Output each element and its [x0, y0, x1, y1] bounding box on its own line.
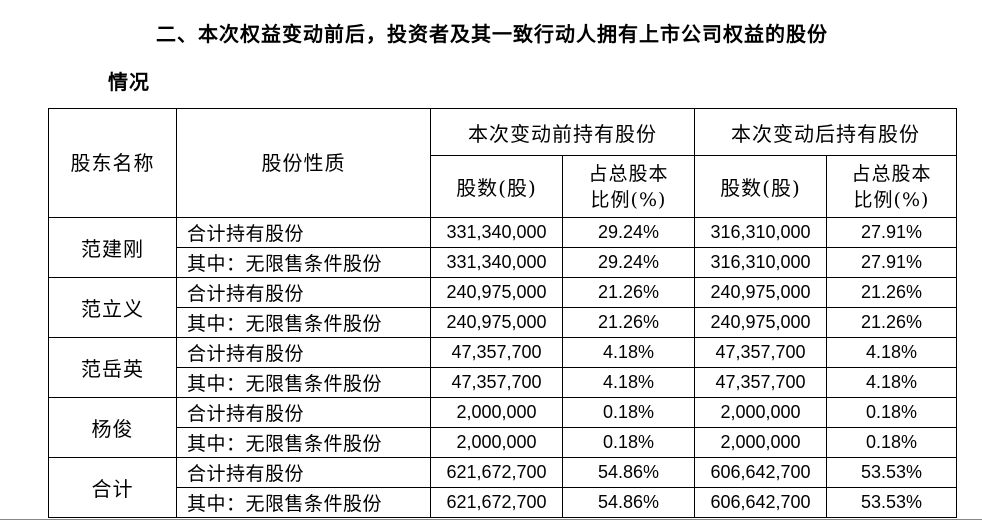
before-ratio: 0.18%: [562, 427, 695, 458]
header-before-ratio-line1: 占总股本: [588, 162, 669, 185]
shareholder-name: 杨俊: [48, 397, 177, 458]
before-ratio: 29.24%: [562, 217, 695, 248]
share-nature: 其中：无限售条件股份: [176, 307, 431, 338]
after-ratio: 53.53%: [826, 457, 957, 488]
share-nature: 合计持有股份: [176, 277, 431, 308]
shareholding-table: 股东名称 股份性质 本次变动前持有股份 本次变动后持有股份 股数(股) 占总股本…: [48, 108, 957, 518]
share-nature: 合计持有股份: [176, 397, 431, 428]
share-nature: 合计持有股份: [176, 457, 431, 488]
table-row: 其中：无限售条件股份 621,672,700 54.86% 606,642,70…: [49, 487, 957, 518]
shareholder-name: 范建刚: [48, 217, 177, 278]
after-shares: 2,000,000: [694, 427, 827, 458]
header-before-ratio: 占总股本 比例(%): [562, 155, 695, 218]
before-shares: 331,340,000: [430, 217, 563, 248]
after-shares: 606,642,700: [694, 457, 827, 488]
after-ratio: 21.26%: [826, 277, 957, 308]
after-ratio: 53.53%: [826, 487, 957, 518]
header-after-ratio-line1: 占总股本: [851, 162, 932, 185]
share-nature: 其中：无限售条件股份: [176, 427, 431, 458]
header-after-ratio: 占总股本 比例(%): [826, 155, 957, 218]
before-ratio: 54.86%: [562, 487, 695, 518]
after-shares: 47,357,700: [694, 367, 827, 398]
before-ratio: 21.26%: [562, 277, 695, 308]
table-row: 合计 合计持有股份 621,672,700 54.86% 606,642,700…: [48, 457, 957, 518]
table-row: 范岳英 合计持有股份 47,357,700 4.18% 47,357,700 4…: [48, 337, 957, 398]
after-shares: 316,310,000: [694, 247, 827, 278]
after-ratio: 4.18%: [826, 367, 957, 398]
header-before-ratio-line2: 比例(%): [590, 188, 667, 211]
table-row: 其中：无限售条件股份 47,357,700 4.18% 47,357,700 4…: [49, 367, 957, 398]
before-ratio: 4.18%: [562, 337, 695, 368]
before-shares: 2,000,000: [430, 427, 563, 458]
share-nature: 其中：无限售条件股份: [176, 247, 431, 278]
share-nature: 合计持有股份: [176, 217, 431, 248]
before-shares: 2,000,000: [430, 397, 563, 428]
after-ratio: 0.18%: [826, 427, 957, 458]
shareholder-name: 范岳英: [48, 337, 177, 398]
before-ratio: 54.86%: [562, 457, 695, 488]
after-ratio: 4.18%: [826, 337, 957, 368]
before-ratio: 0.18%: [562, 397, 695, 428]
page-divider: [0, 519, 982, 520]
share-nature: 其中：无限售条件股份: [176, 487, 431, 518]
after-shares: 240,975,000: [694, 277, 827, 308]
section-heading: 二、本次权益变动前后，投资者及其一致行动人拥有上市公司权益的股份: [156, 22, 828, 46]
before-ratio: 29.24%: [562, 247, 695, 278]
after-shares: 2,000,000: [694, 397, 827, 428]
shareholder-name-total: 合计: [48, 457, 177, 518]
table-row: 其中：无限售条件股份 240,975,000 21.26% 240,975,00…: [49, 307, 957, 338]
after-shares: 240,975,000: [694, 307, 827, 338]
before-shares: 240,975,000: [430, 277, 563, 308]
after-ratio: 21.26%: [826, 307, 957, 338]
table-row: 其中：无限售条件股份 2,000,000 0.18% 2,000,000 0.1…: [49, 427, 957, 458]
before-shares: 240,975,000: [430, 307, 563, 338]
header-share-nature: 股份性质: [176, 108, 431, 218]
before-ratio: 4.18%: [562, 367, 695, 398]
table-row: 范立义 合计持有股份 240,975,000 21.26% 240,975,00…: [48, 277, 957, 338]
table-row: 杨俊 合计持有股份 2,000,000 0.18% 2,000,000 0.18…: [48, 397, 957, 458]
after-shares: 606,642,700: [694, 487, 827, 518]
after-ratio: 27.91%: [826, 247, 957, 278]
header-after-shares: 股数(股): [694, 155, 827, 218]
before-shares: 331,340,000: [430, 247, 563, 278]
before-shares: 47,357,700: [430, 337, 563, 368]
before-shares: 47,357,700: [430, 367, 563, 398]
header-after-ratio-line2: 比例(%): [853, 188, 930, 211]
share-nature: 合计持有股份: [176, 337, 431, 368]
before-shares: 621,672,700: [430, 487, 563, 518]
table-row: 范建刚 合计持有股份 331,340,000 29.24% 316,310,00…: [48, 217, 957, 278]
share-nature: 其中：无限售条件股份: [176, 367, 431, 398]
table-body: 范建刚 合计持有股份 331,340,000 29.24% 316,310,00…: [48, 217, 957, 518]
header-before-shares: 股数(股): [430, 155, 563, 218]
after-ratio: 0.18%: [826, 397, 957, 428]
header-before-change: 本次变动前持有股份: [430, 108, 695, 156]
after-ratio: 27.91%: [826, 217, 957, 248]
header-after-change: 本次变动后持有股份: [694, 108, 957, 156]
after-shares: 316,310,000: [694, 217, 827, 248]
before-ratio: 21.26%: [562, 307, 695, 338]
shareholder-name: 范立义: [48, 277, 177, 338]
after-shares: 47,357,700: [694, 337, 827, 368]
table-row: 其中：无限售条件股份 331,340,000 29.24% 316,310,00…: [49, 247, 957, 278]
before-shares: 621,672,700: [430, 457, 563, 488]
section-heading-continuation: 情况: [108, 70, 150, 94]
header-shareholder-name: 股东名称: [48, 108, 177, 218]
